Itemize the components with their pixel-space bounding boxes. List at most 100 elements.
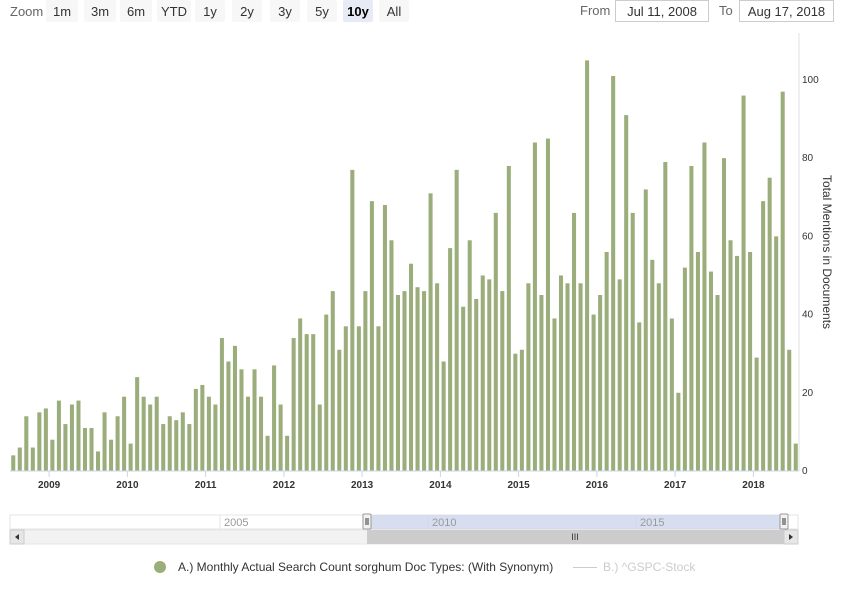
bar[interactable] (676, 392, 681, 471)
legend-item-b[interactable]: B.) ^GSPC-Stock (573, 560, 695, 574)
bar[interactable] (767, 177, 772, 471)
bar[interactable] (226, 361, 231, 472)
bar[interactable] (532, 142, 537, 472)
bar[interactable] (578, 283, 583, 471)
bar[interactable] (695, 252, 700, 471)
bar[interactable] (206, 396, 211, 471)
bar[interactable] (272, 365, 277, 471)
to-date-input[interactable] (739, 0, 834, 22)
bar[interactable] (480, 275, 485, 471)
bar[interactable] (793, 443, 798, 472)
bar[interactable] (317, 404, 322, 471)
bar[interactable] (708, 271, 713, 471)
bar[interactable] (409, 263, 414, 471)
bar[interactable] (487, 279, 492, 472)
bar[interactable] (637, 322, 642, 471)
bar[interactable] (161, 424, 166, 471)
bar[interactable] (69, 404, 74, 471)
bar[interactable] (598, 295, 603, 471)
bar[interactable] (63, 424, 68, 471)
bar[interactable] (617, 279, 622, 472)
bar[interactable] (37, 412, 42, 471)
bar[interactable] (252, 369, 257, 471)
bar[interactable] (506, 165, 511, 471)
legend-item-a[interactable]: A.) Monthly Actual Search Count sorghum … (154, 560, 553, 574)
bar[interactable] (721, 158, 727, 471)
navigator-right-handle[interactable] (779, 513, 789, 530)
bar[interactable] (585, 60, 590, 472)
zoom-button-1m[interactable]: 1m (46, 0, 78, 22)
bar[interactable] (369, 201, 374, 471)
bar[interactable] (376, 326, 381, 471)
zoom-button-1y[interactable]: 1y (195, 0, 225, 22)
bar[interactable] (624, 115, 629, 472)
bar[interactable] (650, 259, 655, 471)
bar[interactable] (298, 318, 303, 471)
bar[interactable] (513, 353, 518, 471)
bar[interactable] (545, 138, 550, 471)
bar[interactable] (663, 162, 668, 472)
bar[interactable] (167, 416, 172, 471)
bar[interactable] (415, 287, 420, 471)
bar[interactable] (682, 267, 687, 471)
bar[interactable] (148, 404, 153, 471)
bar[interactable] (11, 455, 16, 471)
bar[interactable] (102, 412, 107, 471)
bar[interactable] (422, 291, 427, 471)
bar[interactable] (187, 424, 192, 471)
bar[interactable] (435, 283, 440, 471)
bar[interactable] (350, 169, 355, 472)
bar[interactable] (754, 357, 759, 471)
bar[interactable] (656, 283, 661, 471)
bar[interactable] (389, 240, 394, 471)
bar[interactable] (526, 283, 531, 471)
bar[interactable] (611, 76, 616, 472)
bar[interactable] (395, 295, 400, 471)
zoom-button-3y[interactable]: 3y (270, 0, 300, 22)
bar[interactable] (141, 396, 146, 471)
bar[interactable] (402, 291, 407, 471)
bar[interactable] (728, 240, 733, 471)
bar[interactable] (337, 349, 342, 471)
bar[interactable] (669, 318, 674, 471)
bar[interactable] (761, 201, 766, 471)
bar[interactable] (89, 427, 94, 471)
zoom-button-all[interactable]: All (379, 0, 409, 22)
bar[interactable] (330, 291, 335, 471)
bar[interactable] (572, 212, 577, 471)
bar[interactable] (591, 314, 596, 471)
bar[interactable] (109, 439, 114, 471)
bar[interactable] (558, 275, 564, 471)
bar[interactable] (565, 283, 570, 471)
bar[interactable] (43, 408, 48, 471)
bar[interactable] (382, 205, 387, 471)
zoom-button-6m[interactable]: 6m (120, 0, 152, 22)
scroll-left-button[interactable] (9, 529, 25, 545)
bar[interactable] (689, 165, 694, 471)
bar[interactable] (291, 338, 296, 471)
bar[interactable] (154, 396, 159, 471)
bar[interactable] (213, 404, 218, 471)
bar[interactable] (774, 236, 779, 471)
bar[interactable] (741, 95, 746, 471)
bar[interactable] (76, 400, 81, 471)
bar[interactable] (343, 326, 348, 471)
zoom-button-2y[interactable]: 2y (232, 0, 262, 22)
bar[interactable] (539, 295, 544, 471)
bar[interactable] (454, 169, 459, 472)
bar[interactable] (311, 334, 316, 472)
bar[interactable] (285, 435, 290, 471)
bar[interactable] (56, 400, 61, 471)
bar[interactable] (780, 91, 785, 471)
bar[interactable] (239, 369, 244, 471)
bar[interactable] (135, 377, 140, 471)
bar[interactable] (500, 291, 505, 471)
bar[interactable] (643, 189, 648, 471)
bar[interactable] (493, 212, 498, 471)
bar[interactable] (219, 338, 224, 471)
bar[interactable] (122, 396, 127, 471)
zoom-button-ytd[interactable]: YTD (157, 0, 191, 22)
bar[interactable] (30, 447, 35, 471)
bar[interactable] (82, 427, 88, 471)
bar[interactable] (735, 255, 740, 471)
